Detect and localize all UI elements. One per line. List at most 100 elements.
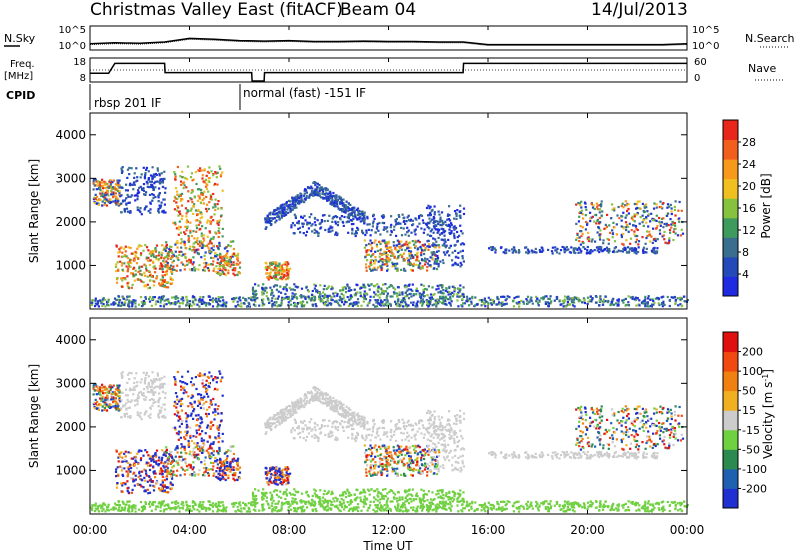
data-cell <box>120 203 122 205</box>
data-cell <box>126 413 128 415</box>
data-cell <box>119 456 121 458</box>
data-cell <box>129 295 131 297</box>
data-cell <box>414 241 416 243</box>
data-cell <box>596 220 598 222</box>
data-cell <box>571 301 573 303</box>
data-cell <box>498 301 500 303</box>
data-cell <box>127 451 129 453</box>
data-cell <box>145 265 147 267</box>
data-cell <box>614 240 616 242</box>
data-cell <box>563 305 565 307</box>
data-cell <box>314 221 316 223</box>
data-cell <box>438 263 440 265</box>
data-cell <box>101 384 103 386</box>
data-cell <box>93 180 95 182</box>
data-cell <box>118 301 120 303</box>
data-cell <box>616 299 618 301</box>
data-cell <box>404 259 406 261</box>
data-cell <box>130 211 132 213</box>
data-cell <box>365 251 367 253</box>
data-cell <box>167 491 169 493</box>
data-cell <box>214 299 216 301</box>
data-cell <box>415 264 417 266</box>
data-cell <box>681 305 683 307</box>
data-cell <box>345 291 347 293</box>
data-cell <box>564 295 566 297</box>
data-cell <box>666 225 668 227</box>
data-cell <box>294 303 296 305</box>
data-cell <box>201 247 203 249</box>
data-cell <box>438 265 440 267</box>
data-cell <box>596 203 598 205</box>
data-cell <box>148 384 150 386</box>
data-cell <box>178 226 180 228</box>
data-cell <box>271 305 273 307</box>
data-cell <box>350 289 352 291</box>
data-cell <box>540 250 542 252</box>
nave-tick-bottom: 0 <box>694 73 700 84</box>
data-cell <box>202 442 204 444</box>
data-cell <box>388 250 390 252</box>
data-cell <box>217 247 219 249</box>
data-cell <box>304 188 306 190</box>
data-cell <box>141 266 143 268</box>
data-cell <box>167 262 169 264</box>
data-cell <box>584 202 586 204</box>
data-cell <box>508 296 510 298</box>
data-cell <box>181 381 183 383</box>
data-cell <box>414 233 416 235</box>
data-cell <box>424 260 426 262</box>
data-cell <box>208 201 210 203</box>
data-cell <box>200 394 202 396</box>
data-cell <box>212 424 214 426</box>
data-cell <box>219 300 221 302</box>
data-cell <box>484 305 486 307</box>
data-cell <box>126 382 128 384</box>
data-cell <box>125 203 127 205</box>
data-cell <box>144 207 146 209</box>
data-cell <box>618 206 620 208</box>
data-cell <box>644 298 646 300</box>
data-cell <box>119 299 121 301</box>
data-cell <box>221 376 223 378</box>
data-cell <box>198 393 200 395</box>
data-cell <box>403 253 405 255</box>
data-cell <box>422 244 424 246</box>
data-cell <box>154 296 156 298</box>
data-cell <box>404 286 406 288</box>
data-cell <box>423 232 425 234</box>
data-cell <box>217 258 219 260</box>
data-cell <box>208 166 210 168</box>
data-cell <box>445 304 447 306</box>
data-cell <box>189 427 191 429</box>
data-cell <box>138 451 140 453</box>
data-cell <box>117 270 119 272</box>
data-cell <box>112 393 114 395</box>
data-cell <box>97 387 99 389</box>
data-cell <box>121 391 123 393</box>
data-cell <box>435 305 437 307</box>
data-cell <box>125 455 127 457</box>
data-cell <box>336 295 338 297</box>
data-cell <box>419 294 421 296</box>
data-cell <box>140 485 142 487</box>
data-cell <box>134 300 136 302</box>
data-cell <box>659 233 661 235</box>
data-cell <box>132 489 134 491</box>
data-cell <box>199 245 201 247</box>
data-cell <box>191 249 193 251</box>
data-cell <box>226 250 228 252</box>
data-cell <box>281 271 283 273</box>
data-cell <box>408 284 410 286</box>
data-cell <box>134 377 136 379</box>
data-cell <box>234 269 236 271</box>
data-cell <box>205 227 207 229</box>
data-cell <box>441 239 443 241</box>
data-cell <box>168 251 170 253</box>
data-cell <box>158 378 160 380</box>
data-cell <box>151 383 153 385</box>
data-cell <box>160 305 162 307</box>
data-cell <box>170 482 172 484</box>
data-cell <box>145 267 147 269</box>
